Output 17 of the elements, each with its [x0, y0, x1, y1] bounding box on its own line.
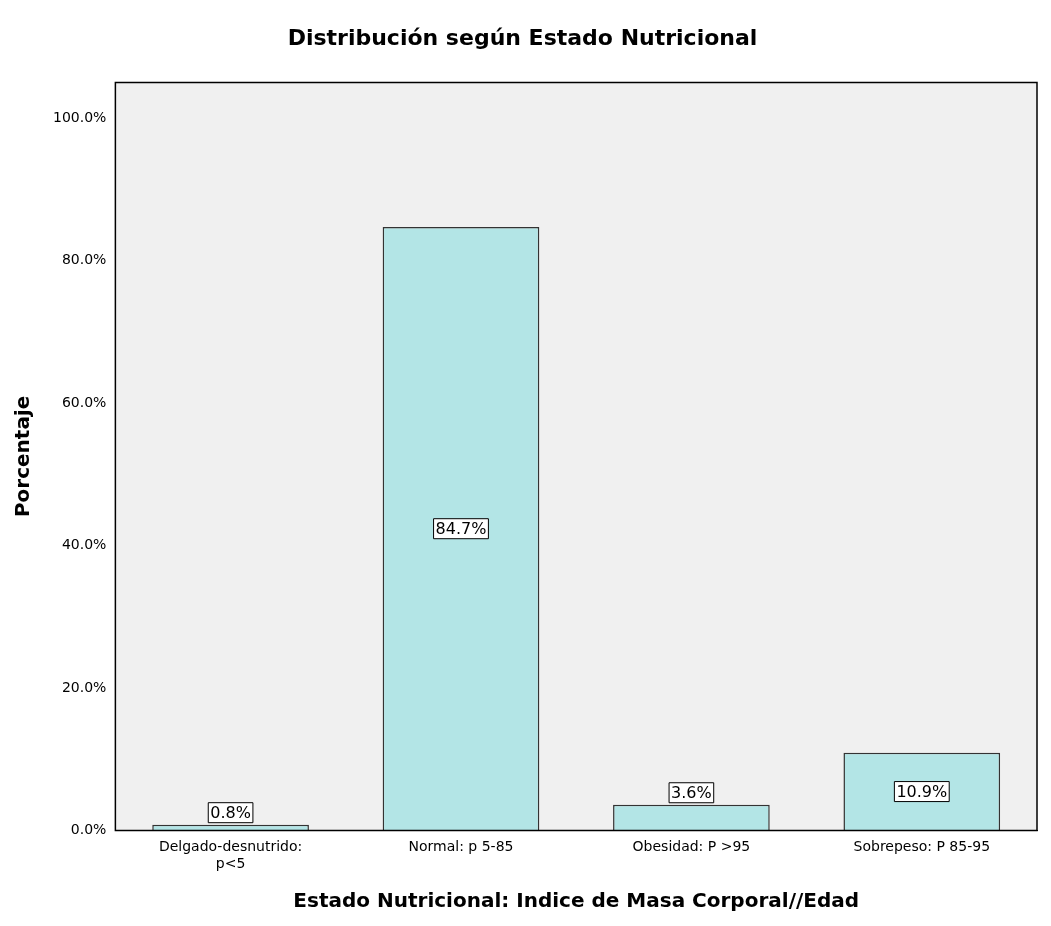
x-tick-label: Sobrepeso: P 85-95	[853, 838, 991, 855]
data-label: 10.9%	[896, 781, 948, 801]
x-axis-title: Estado Nutricional: Indice de Masa Corporal//Edad	[293, 888, 860, 913]
y-tick-label: 0.0%	[70, 821, 107, 838]
y-tick-label: 40.0%	[61, 536, 107, 553]
x-tick-label: Delgado-desnutrido: p<5	[158, 838, 303, 872]
y-axis-title: Porcentaje	[10, 395, 35, 518]
y-tick-label: 60.0%	[61, 393, 107, 410]
y-tick-label: 80.0%	[61, 251, 107, 268]
data-label: 0.8%	[210, 802, 251, 822]
chart-title: Distribución según Estado Nutricional	[287, 24, 758, 50]
y-tick-label: 100.0%	[52, 108, 107, 125]
y-tick-label: 20.0%	[61, 678, 107, 695]
x-tick-label: Normal: p 5-85	[408, 838, 514, 855]
data-label: 84.7%	[435, 518, 487, 538]
x-tick-label: Obesidad: P >95	[632, 838, 751, 855]
data-label: 3.6%	[671, 782, 712, 802]
